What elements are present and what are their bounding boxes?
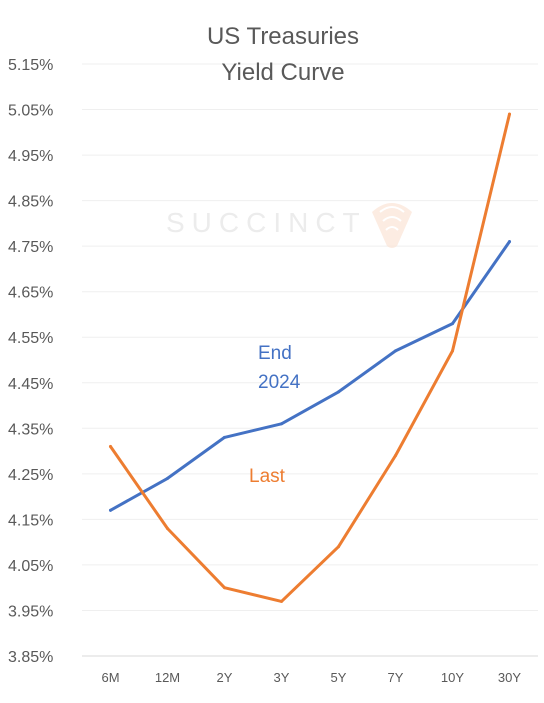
series-label: 2024 bbox=[258, 372, 301, 393]
gridlines bbox=[82, 63, 538, 657]
series-lines bbox=[109, 112, 511, 603]
y-tick-label: 4.05% bbox=[8, 558, 53, 575]
x-tick-label: 10Y bbox=[441, 670, 464, 685]
y-tick-label: 4.25% bbox=[8, 467, 53, 484]
y-tick-label: 4.95% bbox=[8, 148, 53, 165]
data-point bbox=[166, 476, 169, 480]
data-point bbox=[223, 586, 226, 590]
y-tick-label: 3.95% bbox=[8, 603, 53, 620]
data-point bbox=[280, 599, 283, 603]
x-tick-label: 30Y bbox=[498, 670, 521, 685]
x-tick-label: 7Y bbox=[388, 670, 404, 685]
x-tick-label: 6M bbox=[101, 670, 119, 685]
data-point bbox=[223, 435, 226, 439]
shell-logo-icon bbox=[372, 203, 412, 248]
title-line-2: Yield Curve bbox=[221, 59, 344, 86]
data-point bbox=[508, 112, 511, 116]
x-tick-label: 3Y bbox=[274, 670, 290, 685]
data-point bbox=[109, 445, 112, 449]
data-point bbox=[280, 422, 283, 426]
series-labels: End 2024 Last bbox=[249, 343, 301, 487]
x-tick-label: 12M bbox=[155, 670, 180, 685]
data-point bbox=[109, 508, 112, 512]
watermark-text: SUCCINCT bbox=[166, 207, 367, 238]
x-tick-label: 2Y bbox=[217, 670, 233, 685]
data-point bbox=[394, 349, 397, 353]
x-tick-label: 5Y bbox=[331, 670, 347, 685]
y-tick-label: 5.05% bbox=[8, 103, 53, 120]
series-line bbox=[109, 240, 511, 512]
y-axis-tick-labels: 3.85% 3.95% 4.05% 4.15% 4.25% 4.35% 4.45% 4.55%… bbox=[8, 57, 53, 666]
title-line-1: US Treasuries bbox=[207, 23, 359, 50]
y-tick-label: 3.85% bbox=[8, 649, 53, 666]
y-tick-label: 4.65% bbox=[8, 285, 53, 302]
y-tick-label: 4.45% bbox=[8, 376, 53, 393]
data-point bbox=[394, 454, 397, 458]
y-tick-label: 5.15% bbox=[8, 57, 53, 74]
data-point bbox=[166, 526, 169, 530]
series-line bbox=[109, 112, 511, 603]
y-tick-label: 4.55% bbox=[8, 330, 53, 347]
watermark: SUCCINCT bbox=[166, 203, 412, 248]
y-tick-label: 4.75% bbox=[8, 239, 53, 256]
y-tick-label: 4.15% bbox=[8, 512, 53, 529]
y-tick-label: 4.85% bbox=[8, 194, 53, 211]
data-point bbox=[337, 390, 340, 394]
series-label: Last bbox=[249, 466, 286, 487]
series-label: End bbox=[258, 343, 292, 364]
data-point bbox=[451, 322, 454, 326]
chart-title: US Treasuries Yield Curve bbox=[207, 23, 359, 86]
data-point bbox=[337, 545, 340, 549]
data-point bbox=[451, 349, 454, 353]
y-tick-label: 4.35% bbox=[8, 421, 53, 438]
x-axis-tick-labels: 6M 12M 2Y 3Y 5Y 7Y 10Y 30Y bbox=[101, 670, 521, 685]
data-point bbox=[508, 240, 511, 244]
